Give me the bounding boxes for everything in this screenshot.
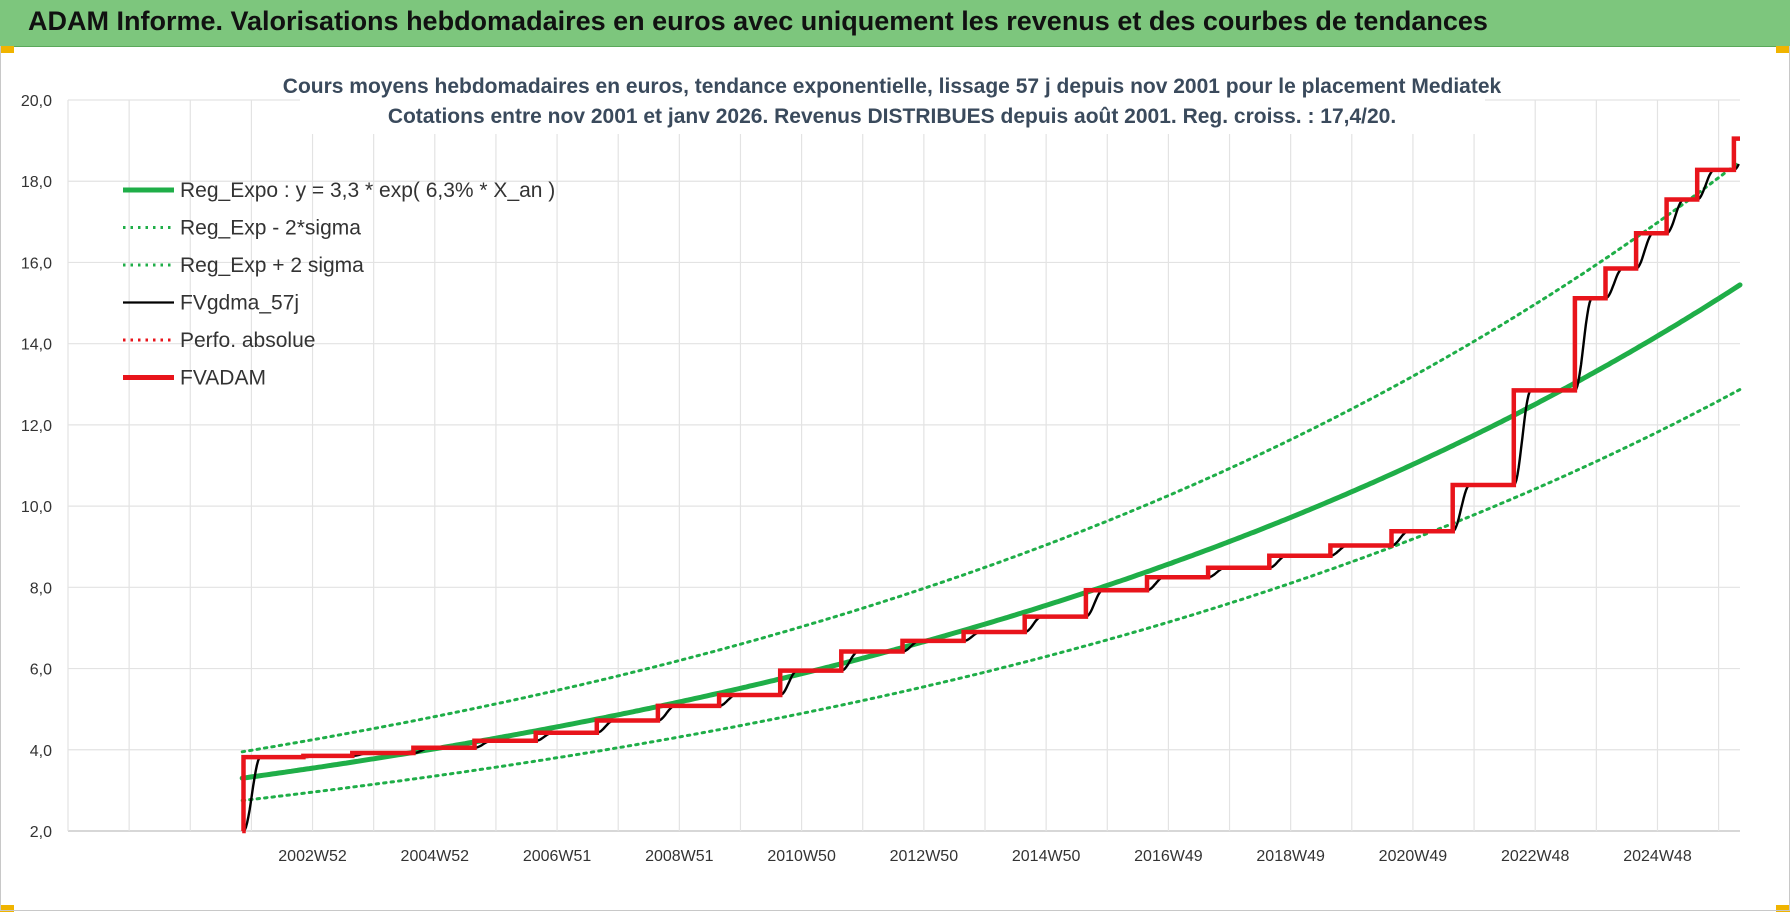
title-background <box>300 68 1485 134</box>
corner-marker-left <box>0 46 14 53</box>
report-title: ADAM Informe. Valorisations hebdomadaire… <box>28 6 1488 36</box>
y-tick-label: 16,0 <box>21 255 52 272</box>
legend-label: Reg_Exp - 2*sigma <box>180 217 361 240</box>
y-tick-label: 12,0 <box>21 418 52 435</box>
x-tick-label: 2014W50 <box>1012 848 1081 865</box>
legend-label: Reg_Expo : y = 3,3 * exp( 6,3% * X_an ) <box>180 179 555 202</box>
y-tick-label: 8,0 <box>30 580 52 597</box>
report-banner: ADAM Informe. Valorisations hebdomadaire… <box>0 0 1790 47</box>
y-tick-label: 4,0 <box>30 743 52 760</box>
x-tick-label: 2024W48 <box>1623 848 1692 865</box>
corner-marker-bottom-left <box>0 905 14 912</box>
x-tick-label: 2022W48 <box>1501 848 1570 865</box>
x-tick-label: 2020W49 <box>1379 848 1448 865</box>
y-axis-ticks: 2,0 4,0 6,0 8,0 10,0 12,0 14,0 16,0 18,0 20,0 <box>21 93 52 841</box>
legend-label: FVgdma_57j <box>180 292 299 315</box>
chart-title-line-1: Cours moyens hebdomadaires en euros, ten… <box>283 75 1502 98</box>
chart-title-line-2: Cotations entre nov 2001 et janv 2026. R… <box>388 105 1396 128</box>
x-tick-label: 2018W49 <box>1256 848 1325 865</box>
corner-marker-bottom-right <box>1776 905 1790 912</box>
y-tick-label: 10,0 <box>21 499 52 516</box>
x-tick-label: 2002W52 <box>278 848 347 865</box>
x-tick-label: 2012W50 <box>890 848 959 865</box>
series-line <box>240 388 1742 802</box>
x-tick-label: 2010W50 <box>767 848 836 865</box>
legend: Reg_Expo : y = 3,3 * exp( 6,3% * X_an ) R… <box>123 179 555 390</box>
x-tick-label: 2008W51 <box>645 848 714 865</box>
y-tick-label: 6,0 <box>30 662 52 679</box>
x-axis-ticks: 2002W52 2004W52 2006W51 2008W51 2010W50 2012W… <box>278 848 1692 865</box>
grid-lines <box>67 99 1740 832</box>
x-tick-label: 2016W49 <box>1134 848 1203 865</box>
series-line <box>241 136 1740 834</box>
y-tick-label: 20,0 <box>21 93 52 110</box>
series-line <box>240 159 1742 754</box>
y-tick-label: 2,0 <box>30 824 52 841</box>
legend-label: Reg_Exp + 2 sigma <box>180 254 364 277</box>
corner-marker-right <box>1776 46 1790 53</box>
series-group <box>239 136 1743 834</box>
x-tick-label: 2006W51 <box>523 848 592 865</box>
legend-label: Perfo. absolue <box>180 329 315 352</box>
y-tick-label: 18,0 <box>21 174 52 191</box>
legend-label: FVADAM <box>180 367 266 390</box>
series-line <box>239 282 1743 781</box>
y-tick-label: 14,0 <box>21 337 52 354</box>
x-tick-label: 2004W52 <box>401 848 470 865</box>
